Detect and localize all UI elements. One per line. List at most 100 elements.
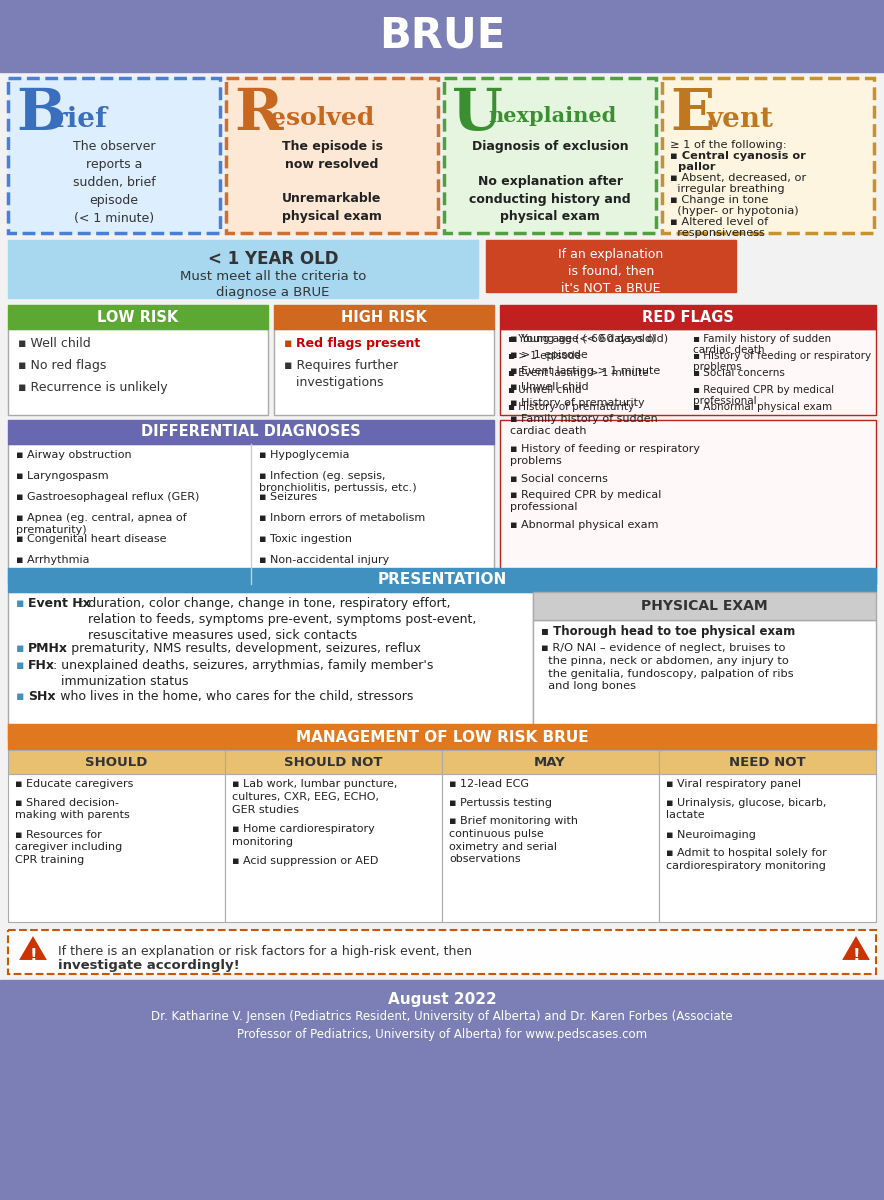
Text: ▪ Gastroesophageal reflux (GER): ▪ Gastroesophageal reflux (GER)	[16, 492, 200, 502]
Text: ▪ Young age (< 60 days old): ▪ Young age (< 60 days old)	[508, 334, 656, 344]
Text: ▪ 12-lead ECG: ▪ 12-lead ECG	[449, 779, 529, 790]
Text: ▪ Non-accidental injury: ▪ Non-accidental injury	[259, 554, 389, 565]
Text: vent: vent	[706, 106, 773, 133]
Text: : duration, color change, change in tone, respiratory effort,
  relation to feed: : duration, color change, change in tone…	[80, 596, 476, 642]
Text: ▪ History of feeding or respiratory
problems: ▪ History of feeding or respiratory prob…	[693, 350, 871, 372]
Text: NEED NOT: NEED NOT	[728, 756, 805, 768]
Text: August 2022: August 2022	[387, 992, 497, 1007]
Text: ▪ History of prematurity: ▪ History of prematurity	[510, 398, 644, 408]
Text: ▪ Brief monitoring with
continuous pulse
oximetry and serial
observations: ▪ Brief monitoring with continuous pulse…	[449, 816, 578, 864]
Text: ▪ Well child: ▪ Well child	[18, 337, 91, 350]
Bar	[500, 305, 876, 329]
Text: SHOULD: SHOULD	[85, 756, 148, 768]
Text: nexplained: nexplained	[488, 106, 616, 126]
Text: ▪ Event lasting > 1 minute: ▪ Event lasting > 1 minute	[510, 366, 660, 376]
Bar	[659, 750, 876, 774]
Text: RED FLAGS: RED FLAGS	[642, 310, 734, 324]
Bar	[500, 329, 876, 415]
Text: BRUE: BRUE	[379, 14, 505, 56]
Bar	[226, 78, 438, 233]
Text: ▪: ▪	[16, 596, 28, 610]
Bar	[226, 78, 438, 233]
Bar	[8, 750, 225, 774]
Text: : unexplained deaths, seizures, arrythmias, family member's
  immunization statu: : unexplained deaths, seizures, arrythmi…	[53, 659, 433, 688]
Text: LOW RISK: LOW RISK	[97, 310, 179, 324]
Text: ▪ Infection (eg. sepsis,
bronchiolitis, pertussis, etc.): ▪ Infection (eg. sepsis, bronchiolitis, …	[259, 470, 416, 492]
Text: ▪ Thorough head to toe physical exam: ▪ Thorough head to toe physical exam	[541, 625, 796, 638]
Bar	[662, 78, 874, 233]
Text: Event Hx: Event Hx	[28, 596, 91, 610]
Bar	[442, 750, 659, 774]
Text: !: !	[852, 947, 860, 965]
Text: ▪ Apnea (eg. central, apnea of
prematurity): ▪ Apnea (eg. central, apnea of prematuri…	[16, 514, 187, 535]
Text: PRESENTATION: PRESENTATION	[377, 572, 507, 588]
Text: ▪ No red flags: ▪ No red flags	[18, 359, 106, 372]
Bar	[8, 240, 478, 298]
Text: R: R	[234, 86, 283, 142]
Text: Dr. Katharine V. Jensen (Pediatrics Resident, University of Alberta) and Dr. Kar: Dr. Katharine V. Jensen (Pediatrics Resi…	[151, 1010, 733, 1040]
Text: ▪ Requires further
   investigations: ▪ Requires further investigations	[284, 359, 398, 389]
Text: ▪ Abnormal physical exam: ▪ Abnormal physical exam	[510, 520, 659, 530]
Bar	[8, 774, 225, 922]
Text: ▪ Social concerns: ▪ Social concerns	[510, 474, 608, 484]
Bar	[659, 774, 876, 922]
Text: DIFFERENTIAL DIAGNOSES: DIFFERENTIAL DIAGNOSES	[141, 425, 361, 439]
Text: If there is an explanation or risk factors for a high-risk event, then: If there is an explanation or risk facto…	[58, 946, 476, 959]
Text: Must meet all the criteria to
diagnose a BRUE: Must meet all the criteria to diagnose a…	[179, 270, 366, 299]
Text: U: U	[452, 86, 503, 142]
Text: PHYSICAL EXAM: PHYSICAL EXAM	[641, 599, 767, 613]
Text: The observer
reports a
sudden, brief
episode
(< 1 minute): The observer reports a sudden, brief epi…	[72, 140, 156, 226]
Text: ▪ Educate caregivers: ▪ Educate caregivers	[15, 779, 133, 790]
Text: ▪ History of feeding or respiratory
problems: ▪ History of feeding or respiratory prob…	[510, 444, 700, 467]
Text: B: B	[16, 86, 65, 142]
Bar	[8, 930, 876, 974]
Text: ▪ Acid suppression or AED: ▪ Acid suppression or AED	[232, 857, 378, 866]
Bar	[274, 329, 494, 415]
Polygon shape	[18, 934, 49, 961]
Text: ▪ Seizures: ▪ Seizures	[259, 492, 317, 502]
Text: Diagnosis of exclusion

No explanation after
conducting history and
physical exa: Diagnosis of exclusion No explanation af…	[469, 140, 631, 223]
Text: HIGH RISK: HIGH RISK	[341, 310, 427, 324]
Text: SHx: SHx	[28, 690, 56, 703]
Bar	[8, 444, 494, 584]
Text: ▪ Toxic ingestion: ▪ Toxic ingestion	[259, 534, 352, 544]
Text: E: E	[670, 86, 714, 142]
Text: ▪ Young age (< 60 days old): ▪ Young age (< 60 days old)	[510, 334, 668, 344]
Bar	[274, 305, 494, 329]
Bar	[8, 568, 876, 592]
Text: ▪ Recurrence is unlikely: ▪ Recurrence is unlikely	[18, 382, 168, 394]
Text: ▪ Inborn errors of metabolism: ▪ Inborn errors of metabolism	[259, 514, 425, 523]
Text: ▪ Arrhythmia: ▪ Arrhythmia	[16, 554, 89, 565]
Text: ▪ Social concerns: ▪ Social concerns	[693, 368, 785, 378]
Text: ≥ 1 of the following:: ≥ 1 of the following:	[670, 140, 787, 150]
Text: ▪: ▪	[16, 642, 28, 655]
Bar	[444, 78, 656, 233]
Text: ▪ Urinalysis, glucose, bicarb,
lactate: ▪ Urinalysis, glucose, bicarb, lactate	[666, 798, 827, 821]
Text: rief: rief	[52, 106, 107, 133]
Text: ▪ R/O NAI – evidence of neglect, bruises to
  the pinna, neck or abdomen, any in: ▪ R/O NAI – evidence of neglect, bruises…	[541, 643, 794, 691]
Text: : prematurity, NMS results, development, seizures, reflux: : prematurity, NMS results, development,…	[63, 642, 421, 655]
Bar	[0, 980, 884, 1200]
Text: (hyper- or hypotonia): (hyper- or hypotonia)	[670, 206, 798, 216]
Text: investigate accordingly!: investigate accordingly!	[58, 959, 240, 972]
Text: ▪ Change in tone: ▪ Change in tone	[670, 194, 768, 205]
Text: ▪ Unwell child: ▪ Unwell child	[510, 382, 589, 392]
Text: ▪ Unwell child: ▪ Unwell child	[508, 385, 582, 395]
Bar	[8, 305, 268, 329]
Text: FHx: FHx	[28, 659, 55, 672]
Text: ▪ Home cardiorespiratory
monitoring: ▪ Home cardiorespiratory monitoring	[232, 824, 375, 847]
Text: ▪ Pertussis testing: ▪ Pertussis testing	[449, 798, 552, 808]
Text: ▪ Required CPR by medical
professional: ▪ Required CPR by medical professional	[510, 490, 661, 512]
Text: ▪ Hypoglycemia: ▪ Hypoglycemia	[259, 450, 349, 460]
Text: responsiveness: responsiveness	[670, 228, 765, 238]
Text: ▪ Abnormal physical exam: ▪ Abnormal physical exam	[693, 402, 832, 412]
Bar	[8, 329, 268, 415]
Bar	[225, 750, 442, 774]
Text: ▪ > 1 episode: ▪ > 1 episode	[510, 350, 588, 360]
Bar	[662, 78, 874, 233]
Text: ▪ Admit to hospital solely for
cardiorespiratory monitoring: ▪ Admit to hospital solely for cardiores…	[666, 848, 827, 871]
Bar	[500, 420, 876, 584]
Text: ▪ Resources for
caregiver including
CPR training: ▪ Resources for caregiver including CPR …	[15, 829, 122, 865]
Bar	[8, 724, 876, 750]
Text: ▪ Congenital heart disease: ▪ Congenital heart disease	[16, 534, 166, 544]
